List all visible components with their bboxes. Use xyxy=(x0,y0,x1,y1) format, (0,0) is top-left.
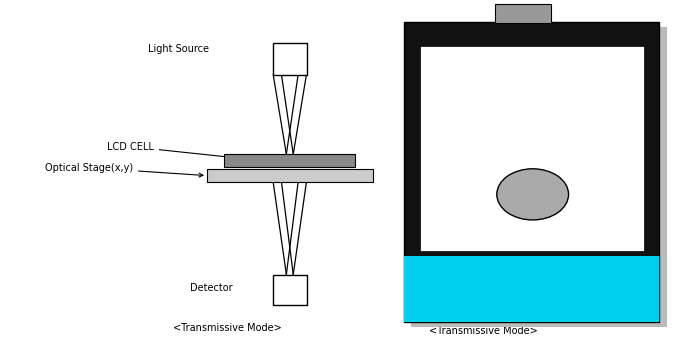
Text: Φ = 3 mm: Φ = 3 mm xyxy=(501,105,562,118)
Text: Light Source: Light Source xyxy=(495,65,568,78)
Bar xyxy=(420,46,644,251)
Bar xyxy=(495,4,551,23)
Text: Optical Stage(x,y): Optical Stage(x,y) xyxy=(45,163,203,177)
Bar xyxy=(404,256,659,322)
Text: <Transmissive Mode>: <Transmissive Mode> xyxy=(428,326,538,336)
Bar xyxy=(404,22,659,322)
Bar xyxy=(273,43,307,75)
Bar xyxy=(273,275,307,305)
Text: Light Source: Light Source xyxy=(148,44,209,55)
Bar xyxy=(224,154,355,167)
Bar xyxy=(411,27,667,327)
Bar xyxy=(207,169,373,182)
Ellipse shape xyxy=(497,169,569,220)
Text: LCD CELL: LCD CELL xyxy=(107,142,258,162)
Text: Spot Size: Spot Size xyxy=(504,86,559,99)
Text: <Transmissive Mode>: <Transmissive Mode> xyxy=(173,323,282,333)
Text: Detector: Detector xyxy=(190,283,233,293)
